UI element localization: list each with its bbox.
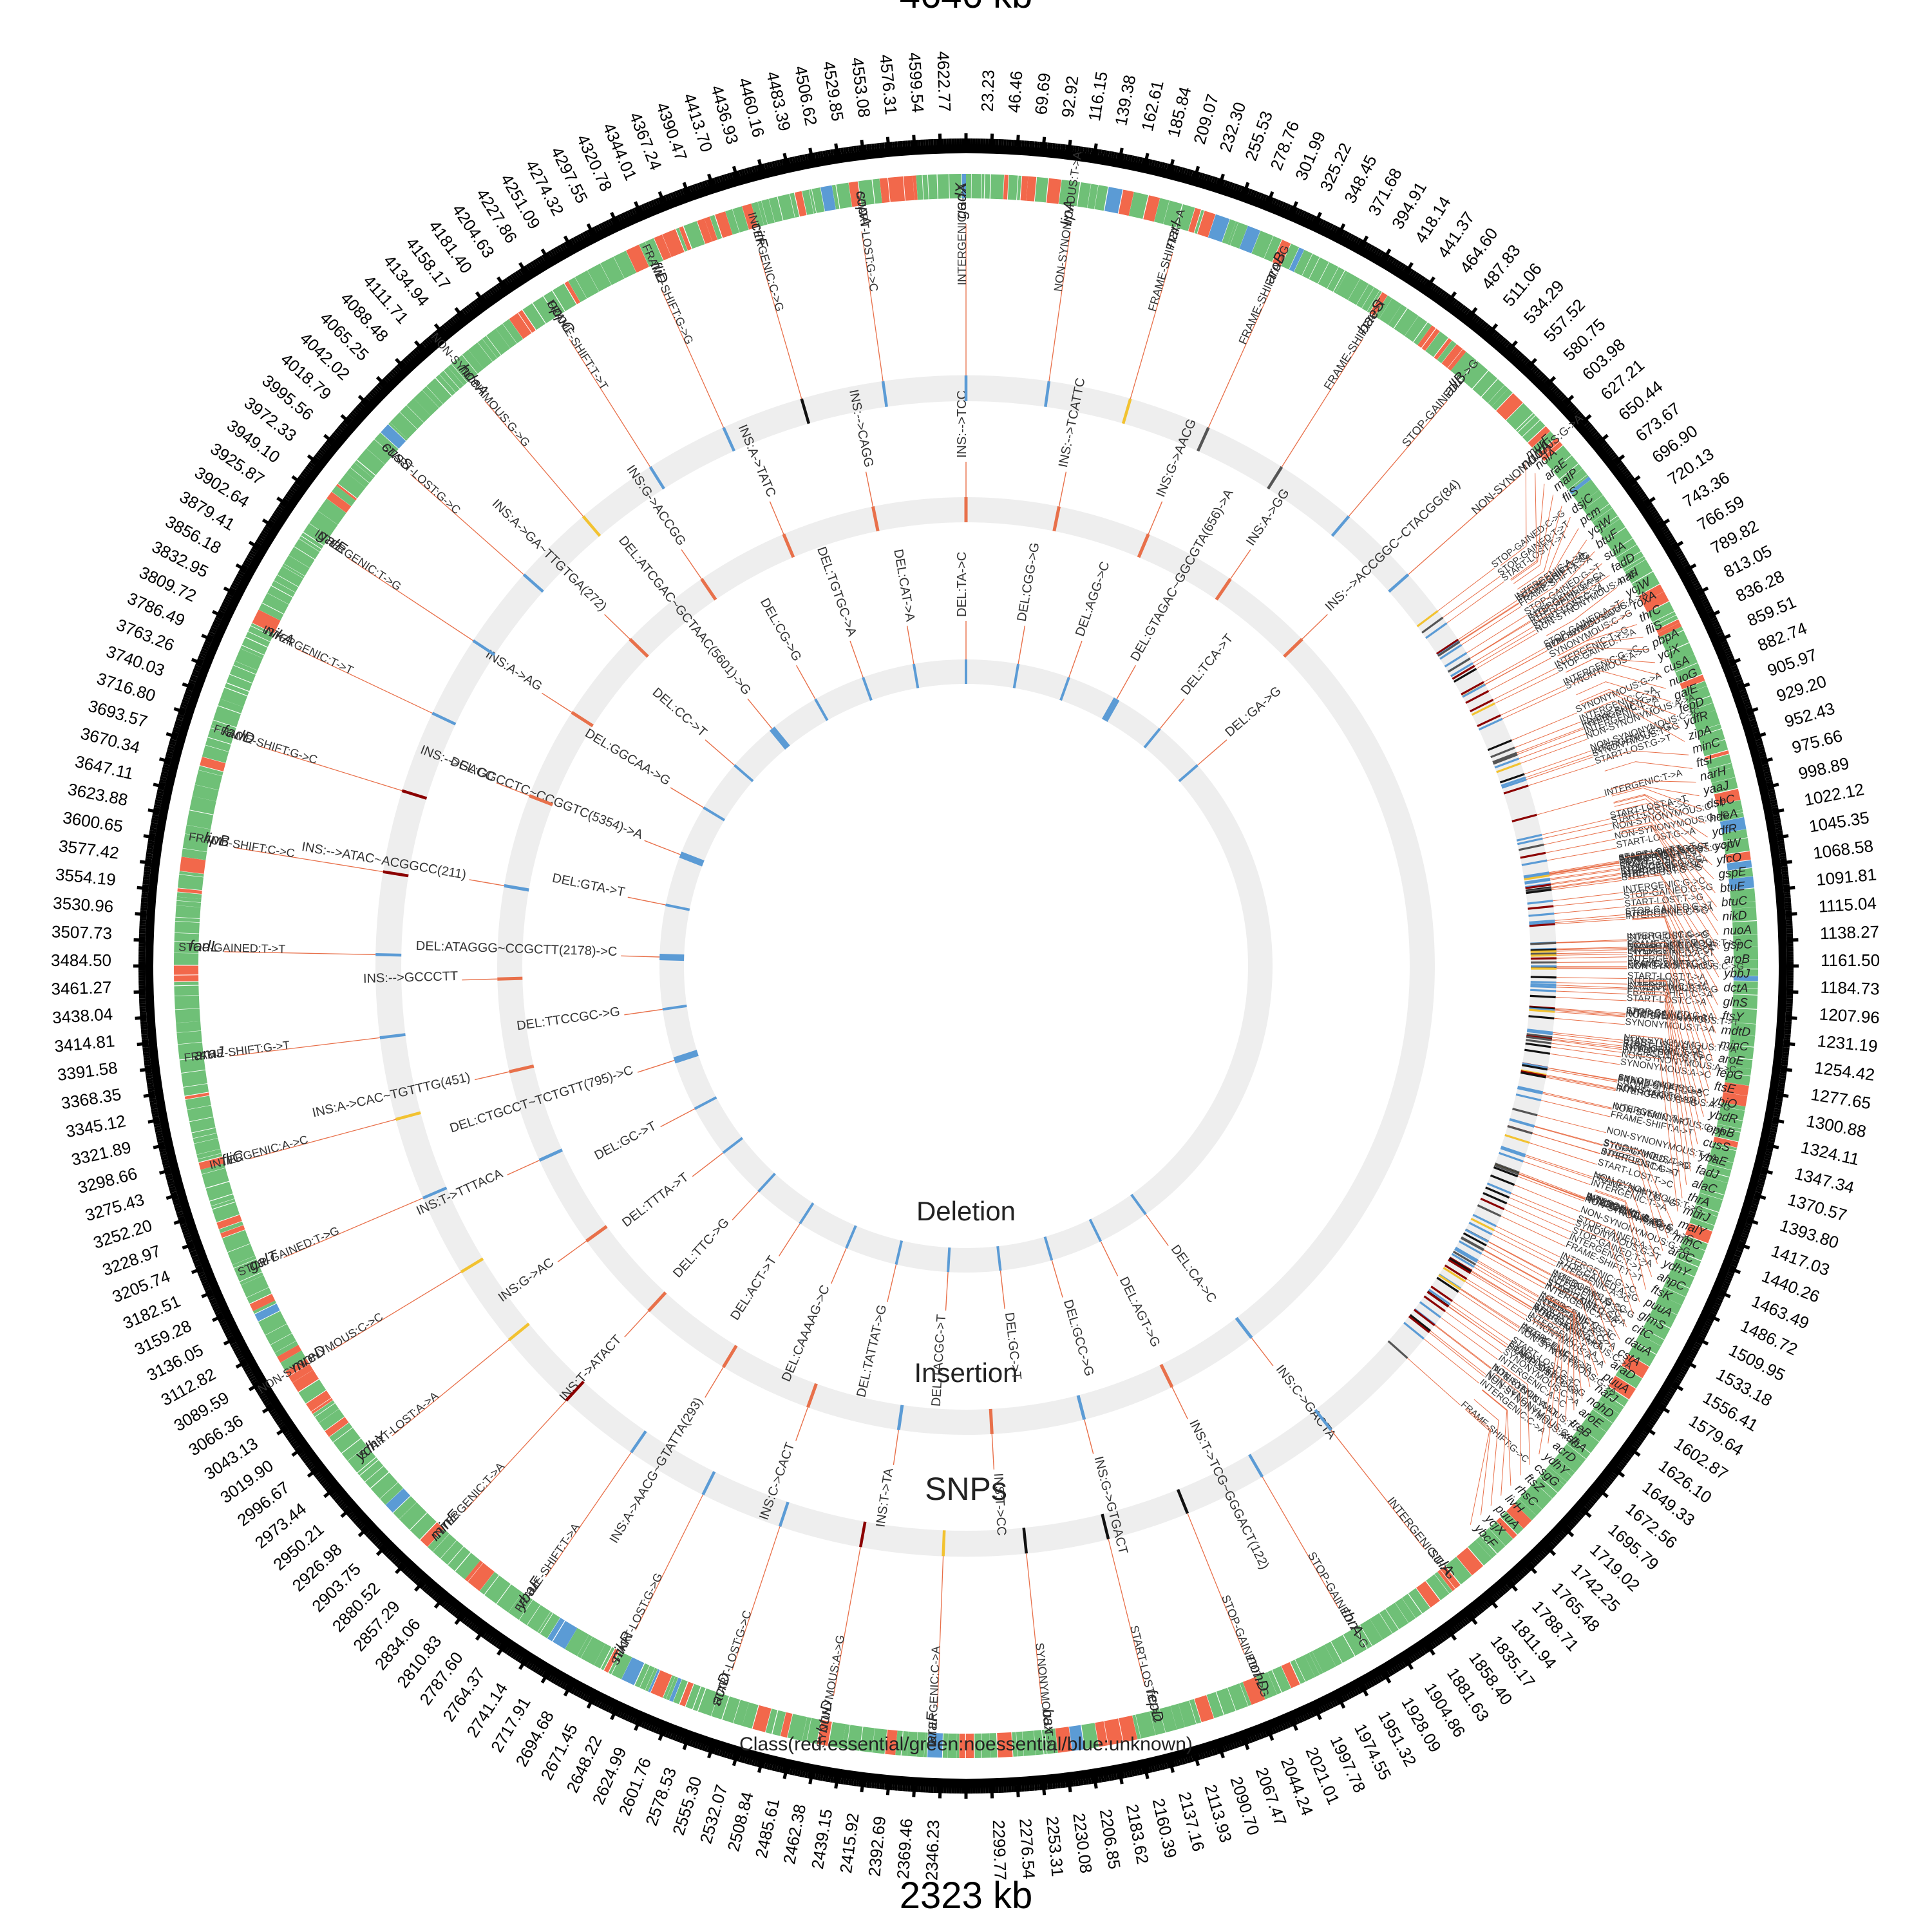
svg-text:nikD: nikD (1722, 909, 1747, 923)
svg-text:3484.50: 3484.50 (51, 951, 111, 970)
svg-text:4646 kb: 4646 kb (900, 0, 1032, 16)
svg-text:INS:-->GCCCTT: INS:-->GCCCTT (363, 969, 459, 986)
svg-text:4622.77: 4622.77 (933, 51, 954, 112)
svg-text:4599.54: 4599.54 (905, 52, 928, 113)
svg-text:btuE: btuE (1719, 880, 1746, 896)
svg-text:2276.54: 2276.54 (1016, 1818, 1039, 1880)
svg-text:dctA: dctA (1723, 981, 1748, 995)
svg-text:46.46: 46.46 (1004, 70, 1026, 113)
svg-text:3461.27: 3461.27 (51, 978, 112, 999)
svg-text:STOP-GAINED:T->T: STOP-GAINED:T->T (178, 940, 286, 955)
svg-text:mdtD: mdtD (1721, 1023, 1751, 1039)
svg-text:aroB: aroB (1724, 952, 1750, 966)
svg-text:Deletion: Deletion (916, 1196, 1016, 1226)
svg-text:ftsY: ftsY (1722, 1009, 1745, 1024)
svg-text:btuC: btuC (1721, 894, 1748, 909)
svg-text:1207.96: 1207.96 (1819, 1004, 1880, 1027)
svg-text:23.23: 23.23 (978, 70, 998, 112)
svg-text:2369.46: 2369.46 (893, 1818, 916, 1880)
svg-text:3507.73: 3507.73 (52, 922, 113, 943)
svg-text:1138.27: 1138.27 (1820, 922, 1880, 943)
svg-text:2323 kb: 2323 kb (900, 1875, 1032, 1917)
svg-text:2299.77: 2299.77 (989, 1820, 1010, 1881)
svg-text:1184.73: 1184.73 (1820, 978, 1880, 999)
svg-text:INTERGENIC:G->A: INTERGENIC:G->A (956, 183, 969, 285)
svg-text:3530.96: 3530.96 (52, 893, 114, 916)
svg-text:69.69: 69.69 (1031, 72, 1054, 116)
svg-text:Class(red:essential/green:noes: Class(red:essential/green:noessential/bl… (739, 1734, 1193, 1755)
svg-text:Insertion: Insertion (914, 1358, 1018, 1388)
svg-text:gspC: gspC (1723, 938, 1752, 952)
svg-text:2346.23: 2346.23 (922, 1820, 943, 1881)
svg-text:1161.50: 1161.50 (1821, 951, 1880, 970)
svg-text:DEL:TA->C: DEL:TA->C (955, 552, 969, 617)
svg-text:glnS: glnS (1723, 995, 1748, 1010)
svg-text:3438.04: 3438.04 (52, 1004, 113, 1027)
svg-text:nuoA: nuoA (1723, 923, 1752, 938)
svg-text:1115.04: 1115.04 (1818, 893, 1877, 916)
svg-text:ybbJ: ybbJ (1723, 967, 1750, 981)
